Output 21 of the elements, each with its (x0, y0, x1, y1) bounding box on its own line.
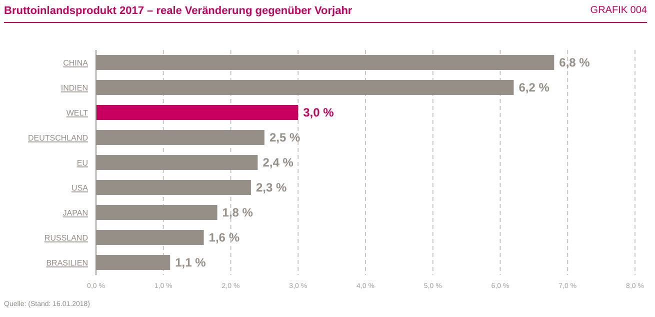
data-label: 1,8 % (222, 206, 254, 220)
text: GRAFIK 004 (590, 5, 647, 16)
data-label: 2,3 % (256, 180, 287, 194)
data-label: 2,5 % (269, 130, 300, 144)
bar (96, 105, 298, 120)
data-label: 6,2 % (518, 80, 550, 94)
y-tick-label: WELT (66, 108, 88, 118)
y-tick-label: USA (72, 184, 89, 192)
y-tick-label: INDIEN (60, 84, 88, 92)
y-tick-label: RUSSLAND (44, 234, 88, 242)
data-label: 3,0 % (303, 106, 334, 120)
y-tick-label: DEUTSCHLAND (28, 134, 88, 142)
y-tick-label: EU (76, 158, 88, 168)
y-tick-label: JAPAN (62, 208, 88, 218)
data-label: 6,8 % (559, 56, 590, 70)
y-tick-label: CHINA (63, 58, 89, 68)
data-label: 1,6 % (208, 230, 240, 244)
y-tick-label: BRASILIEN (46, 258, 88, 268)
data-label: 2,4 % (262, 156, 294, 170)
chart-title: Bruttoinlandsprodukt 2017 – reale Veränderung gegenüber Vorjahr (4, 5, 352, 17)
data-label: 1,1 % (175, 256, 206, 270)
